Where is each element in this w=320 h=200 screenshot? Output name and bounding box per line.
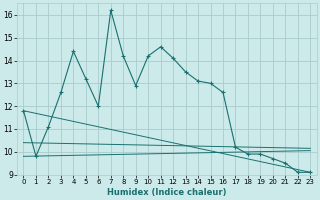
X-axis label: Humidex (Indice chaleur): Humidex (Indice chaleur) [107, 188, 227, 197]
